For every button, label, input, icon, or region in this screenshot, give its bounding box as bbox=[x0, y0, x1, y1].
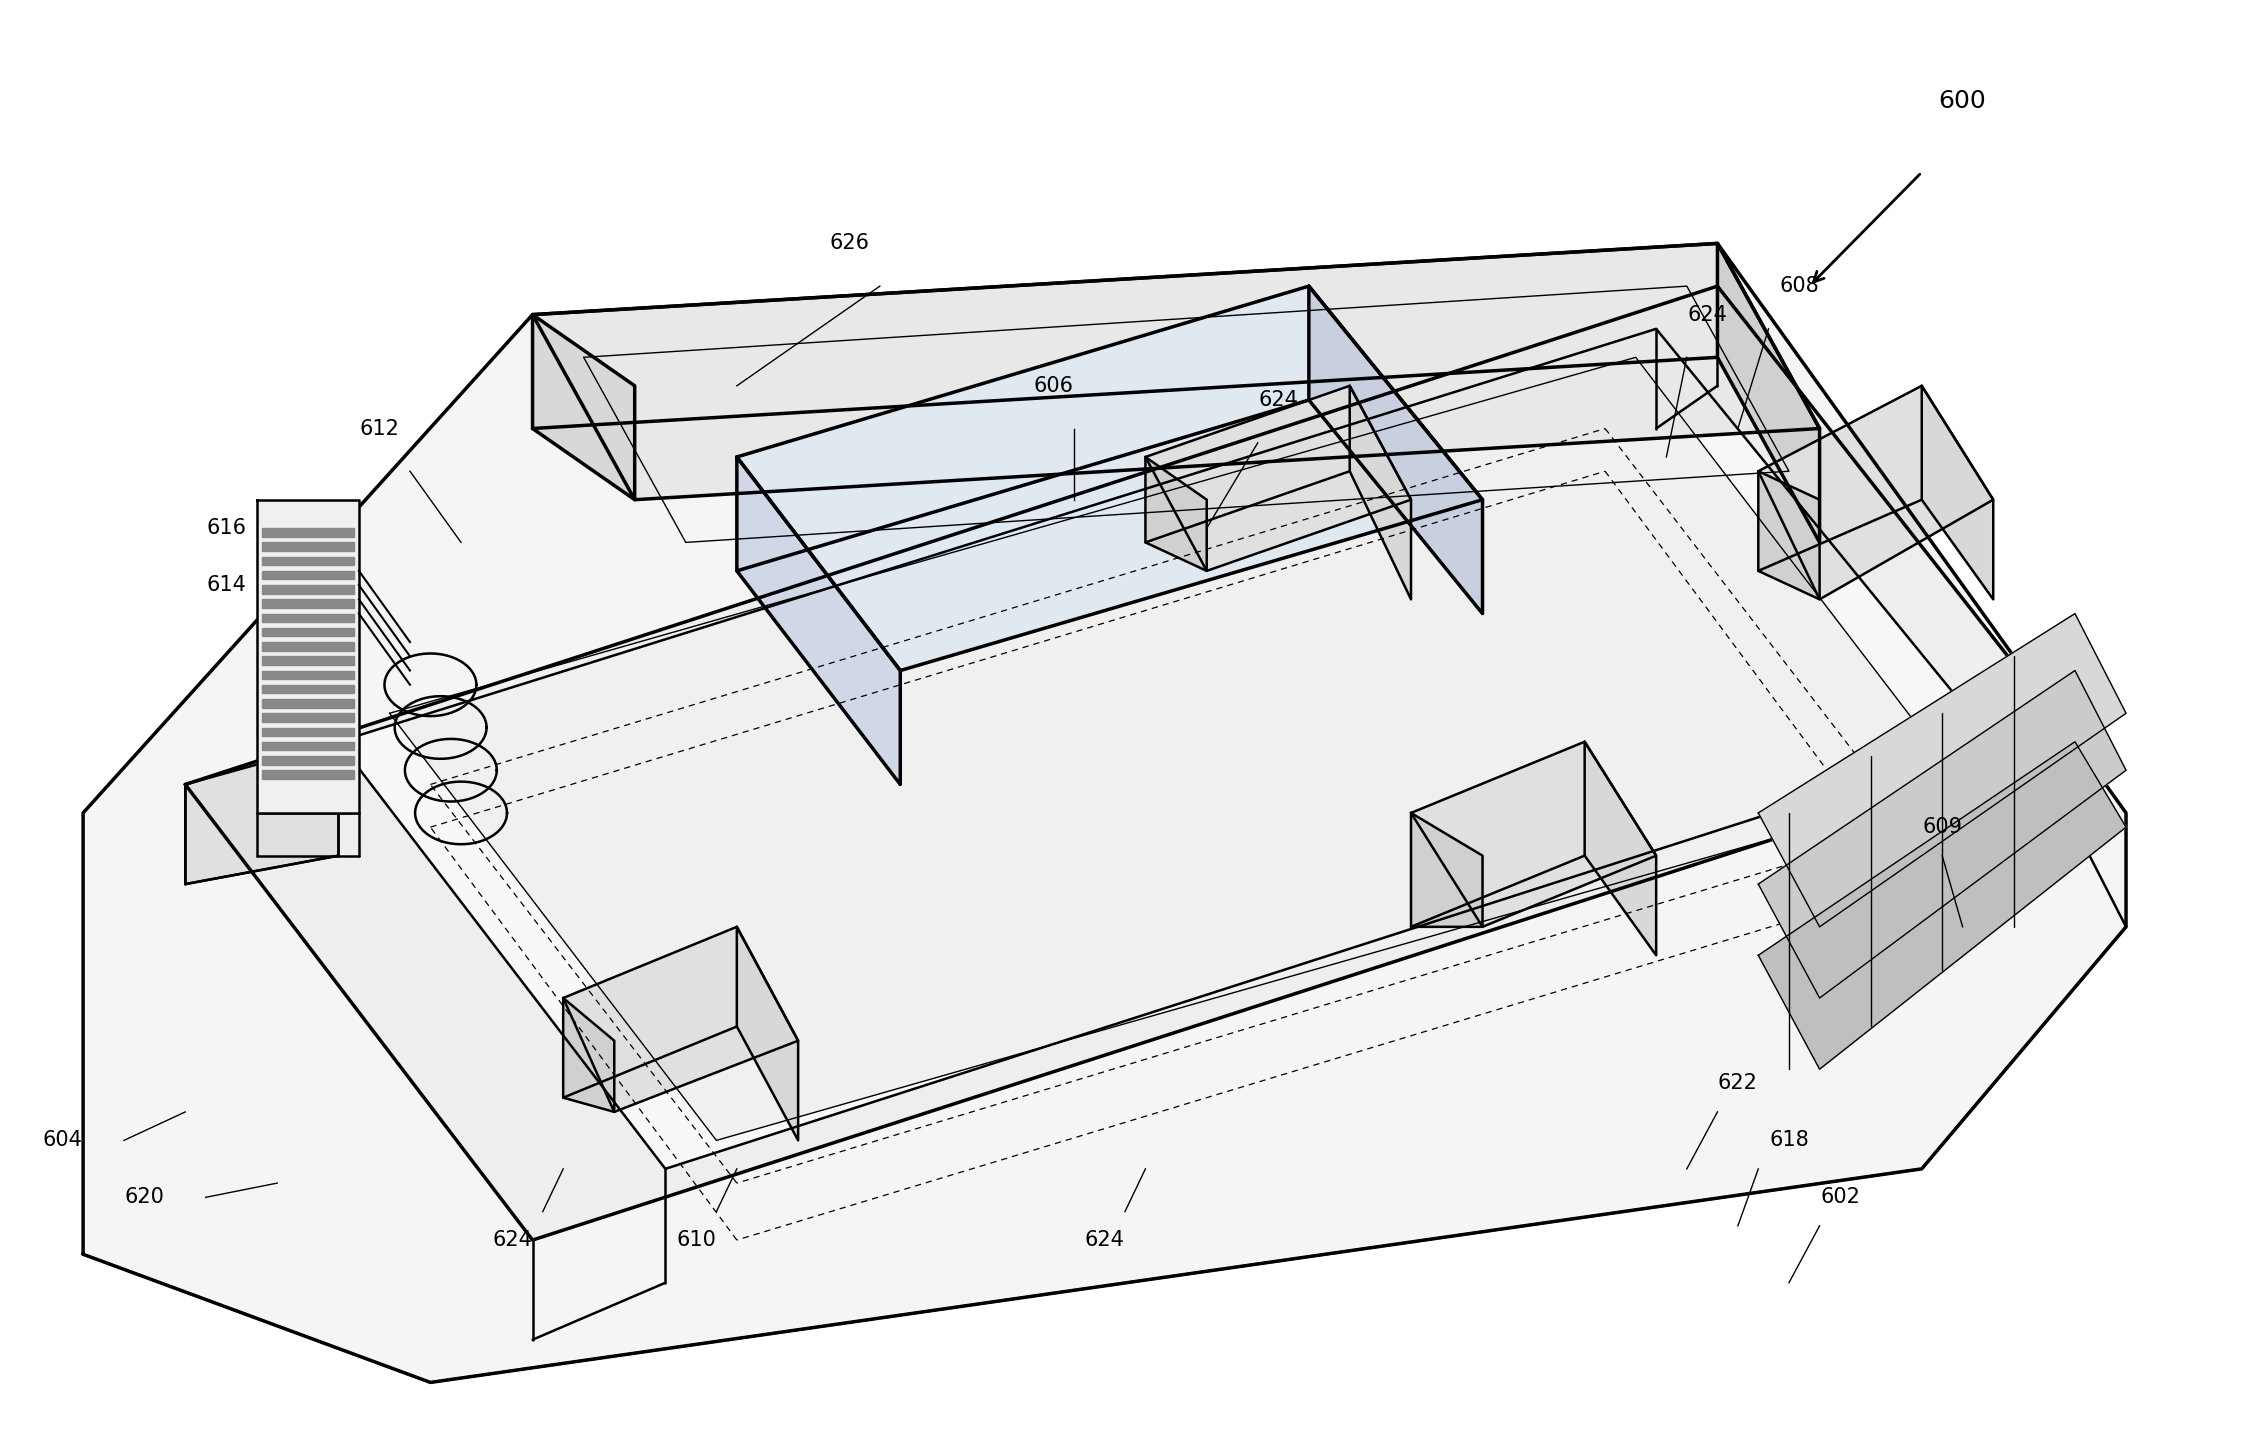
Polygon shape bbox=[1757, 614, 2126, 927]
Polygon shape bbox=[261, 770, 353, 778]
Text: 614: 614 bbox=[207, 575, 245, 595]
Polygon shape bbox=[261, 570, 353, 579]
Polygon shape bbox=[261, 757, 353, 764]
Polygon shape bbox=[1757, 671, 2126, 998]
Polygon shape bbox=[261, 599, 353, 608]
Polygon shape bbox=[736, 457, 900, 784]
Text: 602: 602 bbox=[1820, 1187, 1861, 1208]
Text: 612: 612 bbox=[360, 419, 398, 438]
Text: 610: 610 bbox=[675, 1229, 716, 1250]
Polygon shape bbox=[1411, 742, 1656, 927]
Polygon shape bbox=[261, 698, 353, 707]
Text: 624: 624 bbox=[1084, 1229, 1125, 1250]
Text: 609: 609 bbox=[1922, 818, 1962, 837]
Polygon shape bbox=[261, 742, 353, 751]
Text: 606: 606 bbox=[1033, 375, 1073, 396]
Polygon shape bbox=[1757, 471, 1820, 599]
Polygon shape bbox=[533, 243, 1820, 499]
Polygon shape bbox=[1411, 813, 1483, 927]
Polygon shape bbox=[1350, 386, 1411, 599]
Polygon shape bbox=[562, 998, 614, 1112]
Polygon shape bbox=[261, 685, 353, 694]
Polygon shape bbox=[261, 614, 353, 623]
Polygon shape bbox=[261, 557, 353, 565]
Text: 600: 600 bbox=[1940, 89, 1987, 113]
Text: 626: 626 bbox=[830, 233, 868, 253]
Text: 622: 622 bbox=[1719, 1074, 1757, 1094]
Polygon shape bbox=[261, 642, 353, 650]
Polygon shape bbox=[562, 927, 799, 1112]
Polygon shape bbox=[389, 358, 1962, 1141]
Polygon shape bbox=[736, 287, 1483, 671]
Polygon shape bbox=[1584, 742, 1656, 956]
Polygon shape bbox=[184, 742, 338, 885]
Text: 616: 616 bbox=[207, 518, 245, 538]
Polygon shape bbox=[338, 329, 1994, 1168]
Polygon shape bbox=[1717, 243, 1820, 543]
Text: 608: 608 bbox=[1780, 276, 1818, 297]
Polygon shape bbox=[1310, 287, 1483, 614]
Polygon shape bbox=[1145, 457, 1206, 570]
Polygon shape bbox=[261, 671, 353, 679]
Polygon shape bbox=[1145, 386, 1411, 570]
Polygon shape bbox=[261, 585, 353, 594]
Polygon shape bbox=[256, 499, 360, 813]
Text: 624: 624 bbox=[1688, 304, 1728, 324]
Polygon shape bbox=[261, 543, 353, 551]
Polygon shape bbox=[261, 656, 353, 665]
Polygon shape bbox=[1994, 742, 2074, 826]
Polygon shape bbox=[1757, 742, 2126, 1069]
Polygon shape bbox=[261, 629, 353, 636]
Polygon shape bbox=[261, 713, 353, 722]
Text: 624: 624 bbox=[1258, 390, 1298, 410]
Polygon shape bbox=[184, 287, 2074, 1240]
Polygon shape bbox=[1757, 386, 1994, 599]
Polygon shape bbox=[83, 243, 2126, 1382]
Text: 624: 624 bbox=[493, 1229, 531, 1250]
Polygon shape bbox=[261, 728, 353, 736]
Text: 620: 620 bbox=[124, 1187, 164, 1208]
Polygon shape bbox=[736, 927, 799, 1141]
Polygon shape bbox=[1922, 386, 1994, 599]
Polygon shape bbox=[261, 528, 353, 537]
Text: 618: 618 bbox=[1768, 1131, 1809, 1151]
Polygon shape bbox=[533, 314, 634, 499]
Text: 604: 604 bbox=[43, 1131, 83, 1151]
